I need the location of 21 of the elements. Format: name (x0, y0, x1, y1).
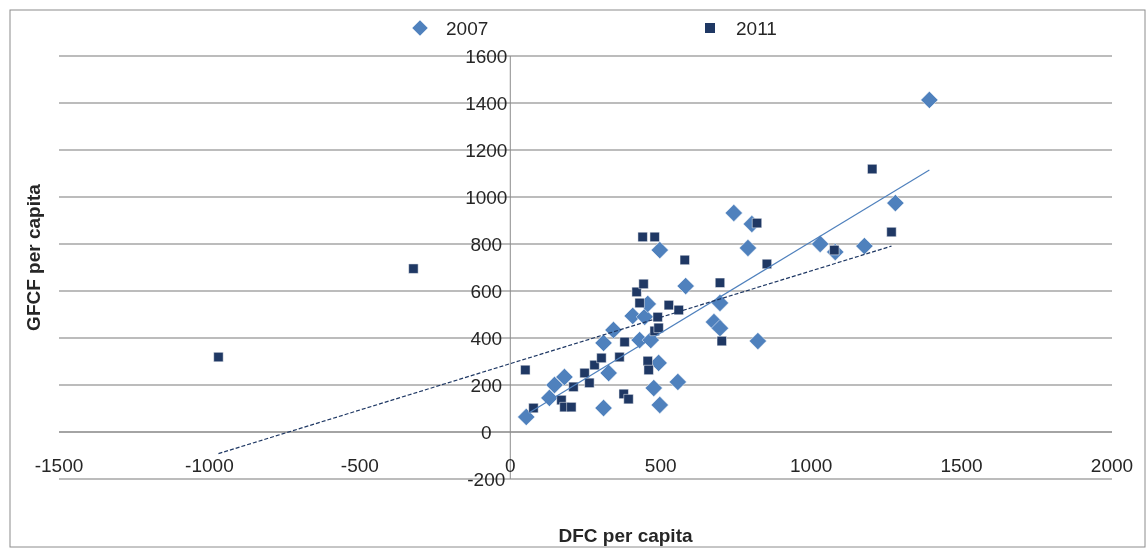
legend-label: 2007 (446, 17, 489, 39)
x-tick-label: 500 (644, 455, 677, 476)
y-tick-label: 800 (470, 233, 503, 255)
y-tick-label: 400 (470, 327, 503, 349)
y-tick-label: 1600 (465, 45, 508, 67)
x-tick-label: 2000 (1090, 455, 1134, 476)
y-tick-label: -200 (467, 468, 506, 490)
x-tick-label: 1000 (790, 455, 833, 476)
legend-label: 2011 (736, 17, 777, 39)
y-axis-title: GFCF per capita (23, 183, 44, 331)
x-tick-label: -1500 (34, 455, 84, 476)
y-tick-label: 600 (470, 280, 503, 302)
x-tick-label: -1000 (185, 455, 234, 476)
y-tick-label: 1200 (465, 139, 508, 161)
x-tick-label: -500 (340, 455, 379, 476)
y-tick-label: 1000 (465, 186, 508, 208)
y-tick-label: 1400 (465, 92, 508, 114)
y-tick-label: 0 (481, 421, 492, 443)
y-tick-label: 200 (470, 374, 503, 396)
x-tick-label: 1500 (940, 455, 983, 476)
x-axis-title: DFC per capita (558, 525, 693, 546)
